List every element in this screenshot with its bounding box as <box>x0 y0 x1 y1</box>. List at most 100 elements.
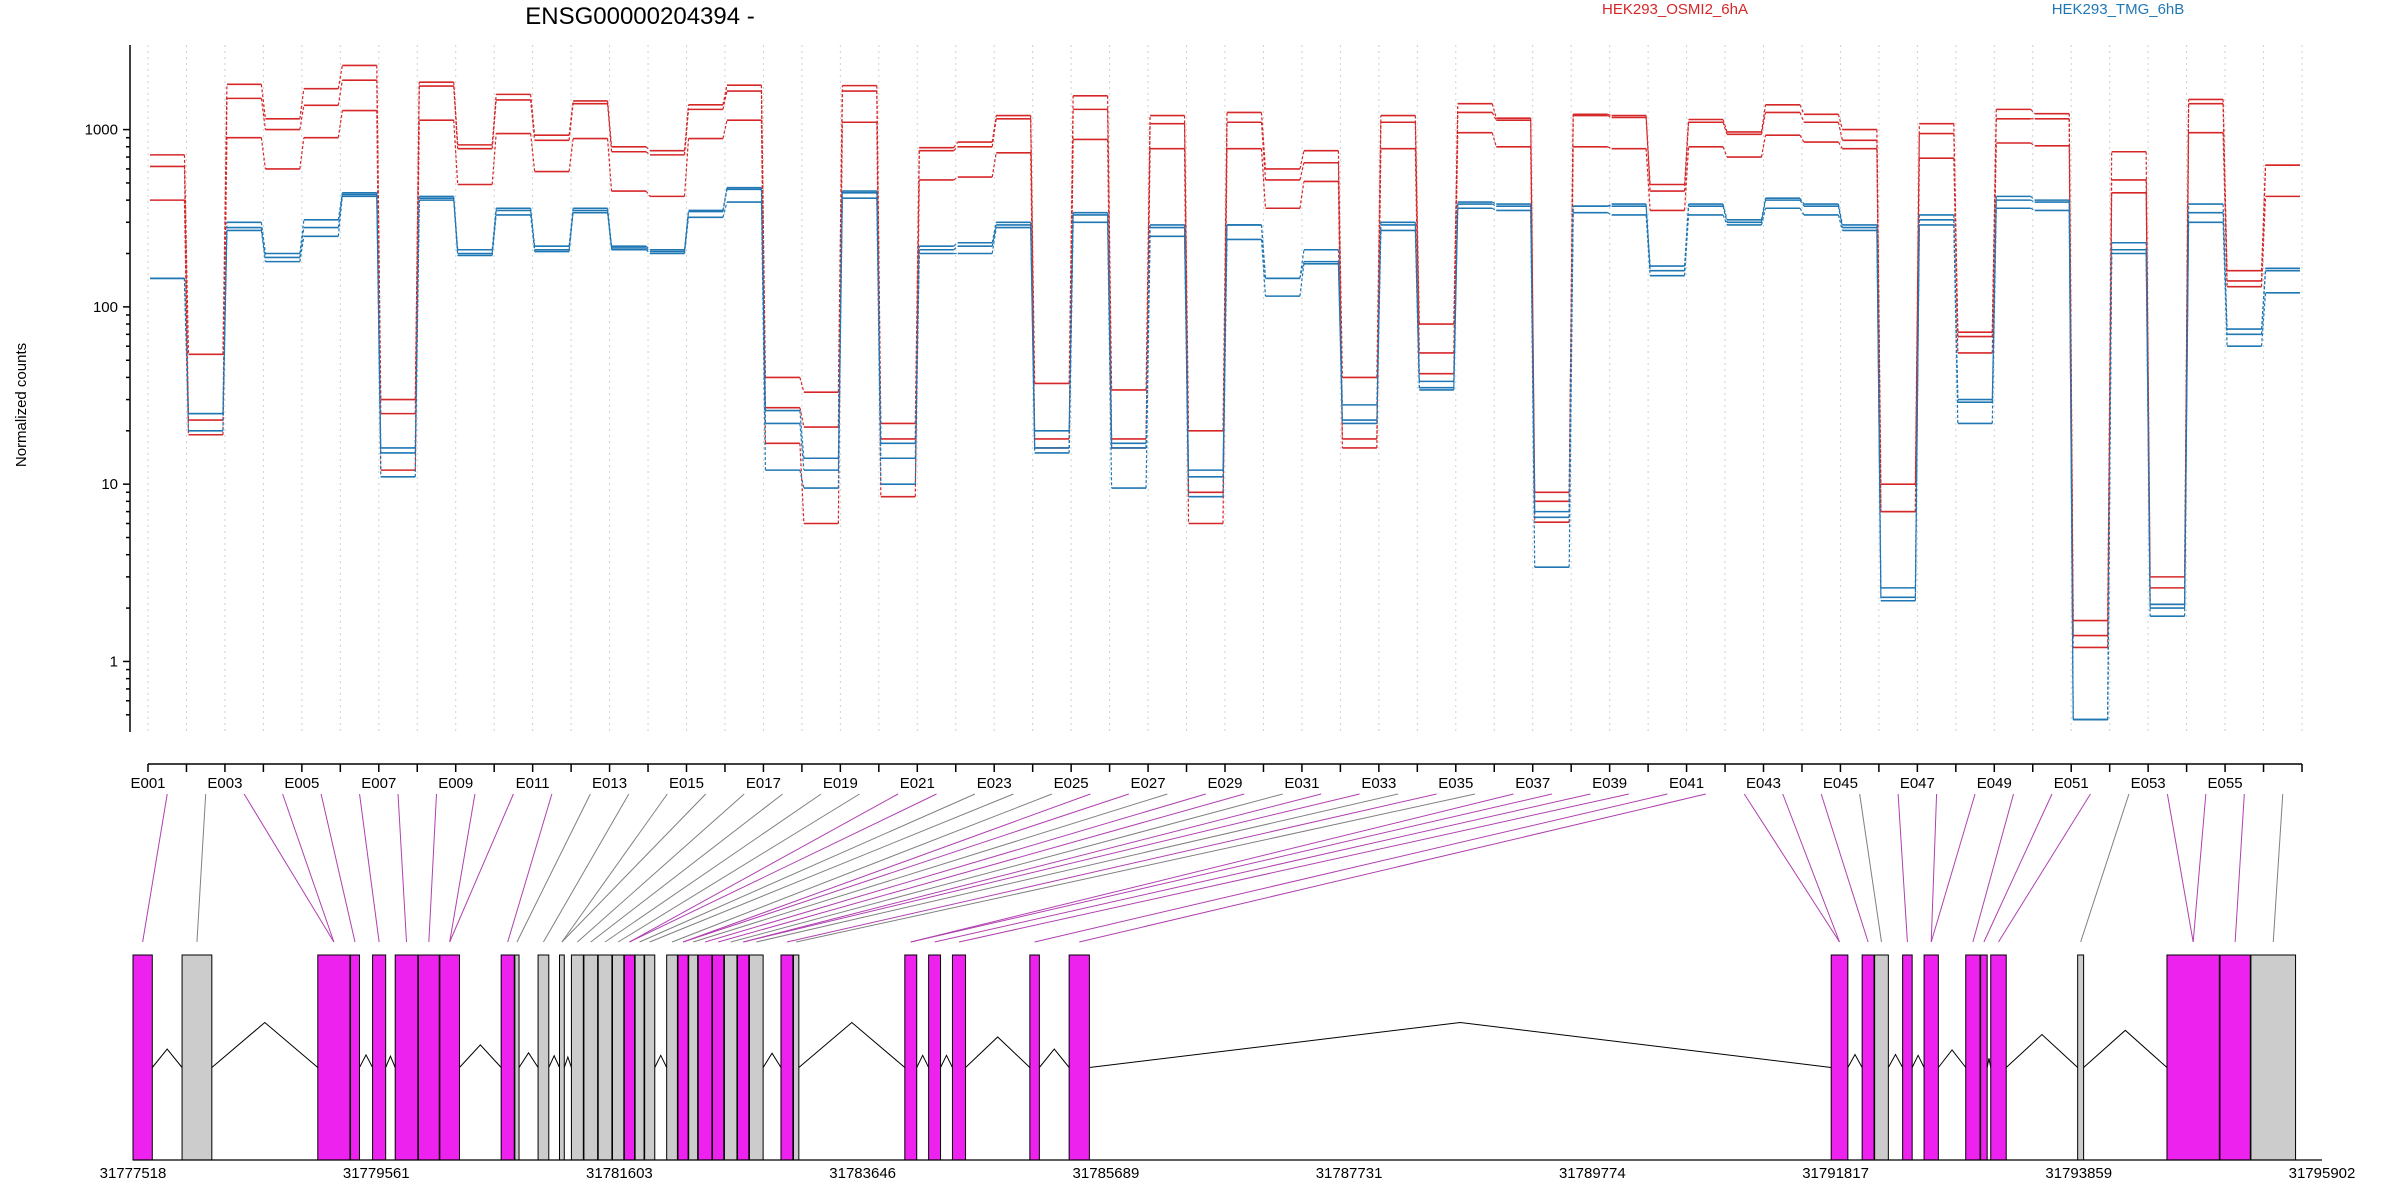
exon-connector <box>196 793 207 943</box>
exon-block <box>2219 954 2251 1161</box>
intron-line <box>563 1055 572 1068</box>
exon-connector <box>320 793 356 943</box>
step-connector <box>1222 239 1228 497</box>
step-connector <box>299 137 305 169</box>
step-connector <box>1337 261 1343 421</box>
genomic-coord-label: 31789774 <box>1559 1165 1626 1182</box>
step-connector <box>1107 222 1113 489</box>
exon-block <box>712 954 725 1161</box>
exon-connector <box>516 793 591 943</box>
step-connector <box>2184 222 2190 617</box>
step-connector <box>722 90 728 110</box>
exon-label: E049 <box>1977 775 2012 792</box>
step-connector <box>645 146 651 152</box>
step-connector <box>1491 203 1497 207</box>
step-connector <box>799 423 805 471</box>
step-connector <box>683 109 690 155</box>
step-connector <box>876 198 882 485</box>
intron-line <box>151 1048 183 1068</box>
step-connector <box>260 84 266 119</box>
y-axis: 1 10 100 1000 <box>85 45 131 732</box>
exon-block <box>951 954 967 1161</box>
intron-line <box>385 1054 396 1068</box>
step-connector <box>1760 198 1767 220</box>
step-connector <box>1607 146 1612 150</box>
intron-line <box>1911 1054 1925 1068</box>
step-connector <box>530 133 536 172</box>
exon-connector <box>507 793 553 943</box>
step-connector <box>2068 118 2074 636</box>
gene-model: 31777518 31779561 31781603 31783646 31785689… <box>100 954 2355 1182</box>
step-connector <box>1568 114 1574 493</box>
step-connector <box>2030 142 2036 147</box>
exon-connector <box>1972 793 2014 943</box>
exon-block <box>1029 954 1040 1161</box>
step-connector <box>2260 270 2267 335</box>
exon-label: E035 <box>1438 775 1473 792</box>
exon-connector <box>693 793 1168 943</box>
step-connector <box>1876 227 1882 598</box>
step-connector <box>1376 230 1382 424</box>
step-connector <box>414 86 420 414</box>
step-connector <box>1299 181 1305 209</box>
intron-line <box>1089 1021 1832 1068</box>
exon-connector <box>1782 793 1840 943</box>
step-connector <box>1799 134 1805 143</box>
step-connector <box>1491 112 1497 121</box>
exon-connector <box>1743 793 1840 943</box>
step-connector <box>2030 195 2036 201</box>
step-connector <box>991 224 997 247</box>
step-connector <box>2107 253 2113 720</box>
exon-block <box>644 954 656 1161</box>
step-connector <box>1068 95 1074 384</box>
intron-line <box>548 1054 560 1068</box>
step-connector <box>299 219 305 254</box>
exon-connector <box>2272 793 2284 943</box>
intron-line <box>762 1052 782 1068</box>
exon-connector <box>561 793 668 943</box>
exon-block <box>597 954 613 1161</box>
intron-line <box>916 1054 930 1068</box>
exon-block <box>1874 954 1889 1161</box>
exon-block <box>666 954 678 1161</box>
step-connector <box>2260 165 2267 281</box>
step-connector <box>1299 150 1305 170</box>
step-connector <box>2030 199 2036 203</box>
step-connector <box>1799 104 1805 115</box>
step-connector <box>799 443 805 524</box>
step-connector <box>953 141 959 149</box>
step-connector <box>453 196 459 250</box>
step-connector <box>799 407 805 428</box>
step-connector <box>491 214 497 256</box>
step-connector <box>722 201 728 218</box>
exon-label: E039 <box>1592 775 1627 792</box>
exon-connector <box>796 793 1476 943</box>
step-connector <box>1530 210 1536 568</box>
y-tick-label: 1 <box>110 653 118 670</box>
step-connector <box>568 210 574 250</box>
step-connector <box>606 210 613 249</box>
step-connector <box>1530 204 1536 512</box>
step-connector <box>299 105 305 130</box>
exon-label: E011 <box>516 775 550 792</box>
exon-block <box>1923 954 1939 1161</box>
exon-label: E025 <box>1054 775 1089 792</box>
intron-line <box>1937 1049 1967 1068</box>
step-connector <box>1799 112 1805 123</box>
exon-label: E053 <box>2131 775 2166 792</box>
step-connector <box>1645 148 1651 211</box>
step-connector <box>1722 119 1728 133</box>
step-connector <box>1722 146 1728 158</box>
intron-line <box>654 1054 668 1068</box>
exon-connector <box>142 793 168 943</box>
exon-connector <box>1859 793 1882 943</box>
step-connector <box>1914 158 1920 512</box>
exon-connector <box>397 793 408 943</box>
step-connector <box>1491 103 1497 119</box>
exon-connector <box>2192 793 2207 943</box>
step-connector <box>722 85 728 105</box>
step-connector <box>1799 197 1805 205</box>
exon-connector <box>629 793 899 943</box>
step-connector <box>953 242 959 247</box>
